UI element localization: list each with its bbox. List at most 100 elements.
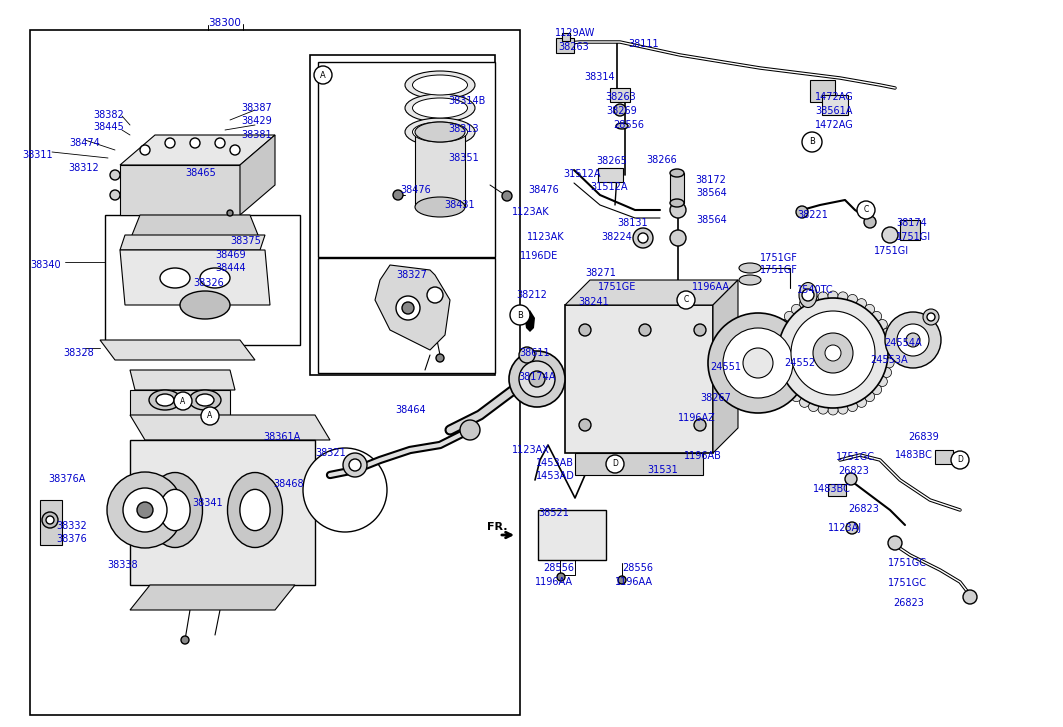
- Text: 38521: 38521: [538, 508, 569, 518]
- Circle shape: [877, 377, 888, 387]
- Bar: [575, 453, 703, 475]
- Circle shape: [799, 299, 810, 309]
- Text: 38387: 38387: [241, 103, 272, 113]
- Ellipse shape: [148, 473, 202, 547]
- Text: 38271: 38271: [585, 268, 615, 278]
- Circle shape: [772, 338, 782, 348]
- Text: 1483BC: 1483BC: [813, 484, 850, 494]
- Text: 26839: 26839: [908, 432, 939, 442]
- Text: 38429: 38429: [241, 116, 272, 126]
- Circle shape: [109, 190, 120, 200]
- Circle shape: [882, 227, 898, 243]
- Bar: [318, 62, 495, 257]
- Text: 38332: 38332: [56, 521, 87, 531]
- Text: 38361A: 38361A: [263, 432, 300, 442]
- Text: 38468: 38468: [273, 479, 304, 489]
- Circle shape: [502, 191, 512, 201]
- Circle shape: [775, 367, 784, 377]
- Bar: [610, 88, 630, 102]
- Circle shape: [557, 573, 566, 581]
- Text: 38174A: 38174A: [518, 372, 555, 382]
- Ellipse shape: [149, 390, 181, 410]
- Polygon shape: [130, 415, 330, 440]
- Ellipse shape: [412, 98, 468, 118]
- Text: 31512A: 31512A: [563, 169, 601, 179]
- Bar: [415, 132, 465, 207]
- Text: 26823: 26823: [893, 598, 924, 608]
- Text: 1751GF: 1751GF: [760, 253, 798, 263]
- Text: 28556: 28556: [543, 563, 574, 573]
- Circle shape: [885, 312, 941, 368]
- Bar: [105, 215, 300, 345]
- Text: B: B: [517, 310, 523, 319]
- Text: 38431: 38431: [444, 200, 474, 210]
- Circle shape: [579, 419, 591, 431]
- Text: 38476: 38476: [528, 185, 559, 195]
- Circle shape: [349, 459, 361, 471]
- Circle shape: [857, 398, 866, 407]
- Bar: [598, 168, 623, 182]
- Text: A: A: [207, 411, 213, 420]
- Circle shape: [884, 358, 894, 368]
- Circle shape: [510, 305, 530, 325]
- Circle shape: [791, 305, 802, 314]
- Circle shape: [778, 298, 888, 408]
- Circle shape: [881, 367, 892, 377]
- Circle shape: [230, 145, 240, 155]
- Bar: [130, 440, 315, 585]
- Text: 38561A: 38561A: [815, 106, 853, 116]
- Circle shape: [303, 448, 387, 532]
- Circle shape: [828, 291, 838, 301]
- Circle shape: [618, 576, 626, 584]
- Text: 1540TC: 1540TC: [797, 285, 833, 295]
- Ellipse shape: [412, 122, 468, 142]
- Text: 1751GF: 1751GF: [760, 265, 798, 275]
- Text: A: A: [181, 396, 186, 406]
- Text: 24552: 24552: [784, 358, 815, 368]
- Ellipse shape: [196, 394, 214, 406]
- Circle shape: [791, 392, 802, 401]
- Text: 1196AA: 1196AA: [615, 577, 653, 587]
- Circle shape: [723, 328, 793, 398]
- Text: 1129AW: 1129AW: [555, 28, 595, 38]
- Circle shape: [190, 138, 200, 148]
- Ellipse shape: [159, 489, 190, 531]
- Circle shape: [109, 170, 120, 180]
- Text: 38311: 38311: [22, 150, 53, 160]
- Circle shape: [606, 455, 624, 473]
- Text: FR.: FR.: [487, 522, 507, 532]
- Polygon shape: [120, 235, 265, 250]
- Circle shape: [906, 333, 919, 347]
- Circle shape: [43, 512, 58, 528]
- Text: C: C: [863, 206, 868, 214]
- Circle shape: [885, 348, 895, 358]
- Polygon shape: [900, 220, 919, 240]
- Circle shape: [963, 590, 977, 604]
- Circle shape: [897, 324, 929, 356]
- Circle shape: [796, 206, 808, 218]
- Polygon shape: [240, 135, 275, 215]
- Circle shape: [825, 345, 841, 361]
- Text: 24554A: 24554A: [884, 338, 922, 348]
- Circle shape: [775, 329, 784, 339]
- Circle shape: [743, 348, 773, 378]
- Text: 38445: 38445: [92, 122, 123, 132]
- Polygon shape: [130, 215, 260, 240]
- Text: 1472AG: 1472AG: [815, 92, 854, 102]
- Circle shape: [694, 324, 706, 336]
- Text: D: D: [612, 459, 618, 468]
- Circle shape: [670, 202, 686, 218]
- Text: 38351: 38351: [448, 153, 478, 163]
- Bar: [828, 484, 846, 496]
- Text: 38224: 38224: [601, 232, 631, 242]
- Circle shape: [888, 536, 902, 550]
- Text: 1123AK: 1123AK: [527, 232, 564, 242]
- Text: 1123AK: 1123AK: [512, 207, 550, 217]
- Polygon shape: [375, 265, 450, 350]
- Circle shape: [784, 385, 794, 395]
- Text: 38474: 38474: [69, 138, 100, 148]
- Circle shape: [227, 210, 233, 216]
- Text: 24553A: 24553A: [870, 355, 908, 365]
- Circle shape: [838, 292, 848, 302]
- Polygon shape: [100, 340, 255, 360]
